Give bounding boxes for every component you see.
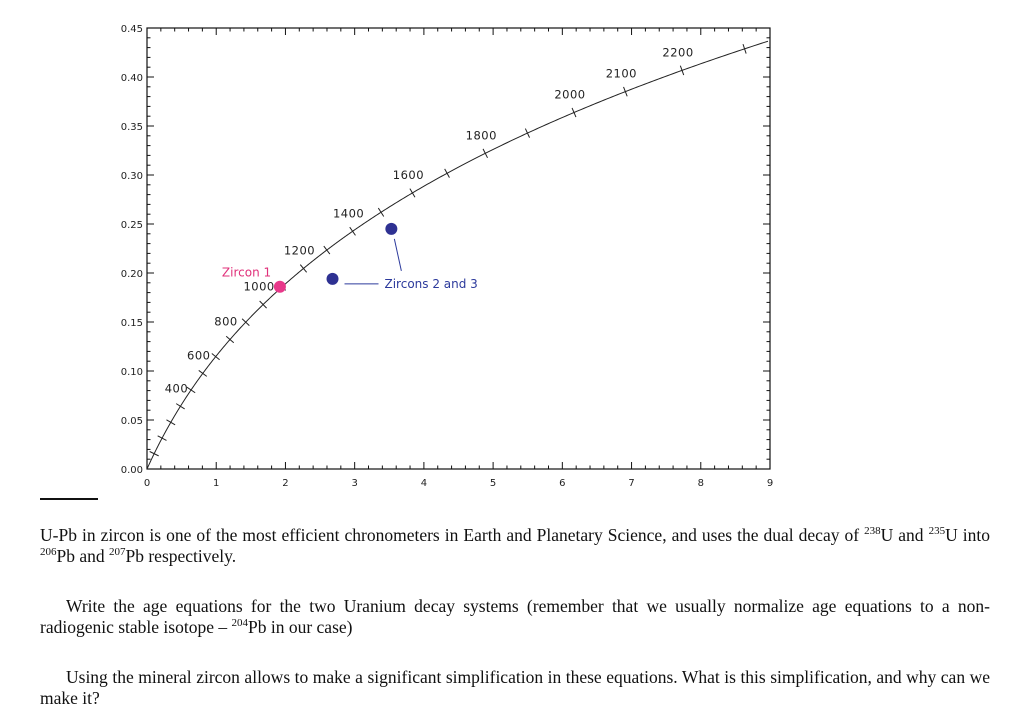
x-tick-label: 5 — [490, 478, 496, 489]
age-label: 1200 — [284, 243, 315, 257]
annotation-zircons-2-3: Zircons 2 and 3 — [385, 277, 478, 291]
axis-ticks — [146, 27, 771, 470]
age-tick — [482, 148, 488, 159]
age-tick — [679, 65, 685, 76]
age-tick — [157, 435, 167, 441]
age-tick — [166, 419, 176, 426]
zircon-2-point — [326, 272, 339, 285]
age-tick-marks — [149, 43, 747, 457]
y-tick-label: 0.45 — [121, 24, 143, 35]
age-tick — [186, 386, 196, 394]
age-tick — [742, 43, 747, 54]
age-tick — [299, 264, 308, 273]
y-tick-label: 0.40 — [121, 73, 143, 84]
x-tick-label: 4 — [421, 478, 427, 489]
x-tick-label: 9 — [767, 478, 773, 489]
age-tick — [225, 335, 235, 344]
age-tick — [444, 168, 450, 178]
age-tick — [571, 107, 577, 118]
zircon-3-point — [385, 222, 398, 235]
annotation-zircon-1: Zircon 1 — [222, 266, 271, 280]
age-tick — [409, 188, 416, 198]
y-tick-label: 0.35 — [121, 122, 143, 133]
y-tick-label: 0.20 — [121, 269, 143, 280]
age-label: 1800 — [466, 128, 497, 142]
age-labels: 400 600 800 1000 1200 1400 1600 1800 2000 2100 220… — [165, 45, 693, 395]
paragraph-question-2: Using the mineral zircon allows to make … — [40, 667, 990, 708]
x-tick-label: 1 — [213, 478, 219, 489]
age-label: 400 — [165, 381, 188, 395]
annotation-leader-lines — [344, 238, 402, 285]
x-tick-label: 2 — [282, 478, 288, 489]
age-label: 1600 — [393, 168, 424, 182]
age-tick — [377, 207, 385, 217]
x-tick-label: 7 — [628, 478, 634, 489]
y-tick-label: 0.15 — [121, 318, 143, 329]
age-label: 2200 — [662, 45, 693, 59]
age-tick — [211, 353, 220, 361]
zircon-1-point — [273, 280, 286, 293]
y-tick-label: 0.05 — [121, 416, 143, 427]
age-label: 600 — [187, 348, 210, 362]
data-points — [273, 222, 398, 293]
age-label: 2000 — [554, 88, 585, 102]
x-axis-tick-labels: 0 1 2 3 4 5 6 7 8 9 — [144, 478, 773, 489]
age-label: 800 — [214, 315, 237, 329]
x-tick-label: 3 — [351, 478, 357, 489]
age-tick — [175, 403, 185, 410]
age-tick — [349, 226, 356, 236]
age-tick — [149, 451, 159, 457]
paragraph-question-1: Write the age equations for the two Uran… — [40, 596, 990, 637]
plot-frame — [146, 27, 771, 470]
y-tick-label: 0.00 — [121, 465, 143, 476]
age-tick — [241, 318, 250, 326]
age-label: 1000 — [243, 280, 274, 294]
age-tick — [259, 300, 267, 309]
x-tick-label: 0 — [144, 478, 150, 489]
concordia-curve — [146, 40, 769, 470]
leader-zircon-3 — [393, 238, 402, 271]
x-tick-label: 6 — [559, 478, 565, 489]
age-tick — [524, 128, 531, 138]
footnote-rule — [40, 498, 98, 500]
y-tick-label: 0.25 — [121, 220, 143, 231]
age-label: 1400 — [333, 206, 364, 220]
x-tick-label: 8 — [698, 478, 704, 489]
age-tick — [623, 86, 628, 97]
age-label: 2100 — [606, 67, 637, 81]
y-tick-label: 0.10 — [121, 367, 143, 378]
y-axis-tick-labels: 0.00 0.05 0.10 0.15 0.20 0.25 0.30 0.35 0.40 0.45 — [121, 24, 143, 476]
paragraph-intro: U-Pb in zircon is one of the most effici… — [40, 525, 990, 566]
age-tick — [198, 370, 208, 377]
y-tick-label: 0.30 — [121, 171, 143, 182]
age-tick — [323, 245, 331, 255]
